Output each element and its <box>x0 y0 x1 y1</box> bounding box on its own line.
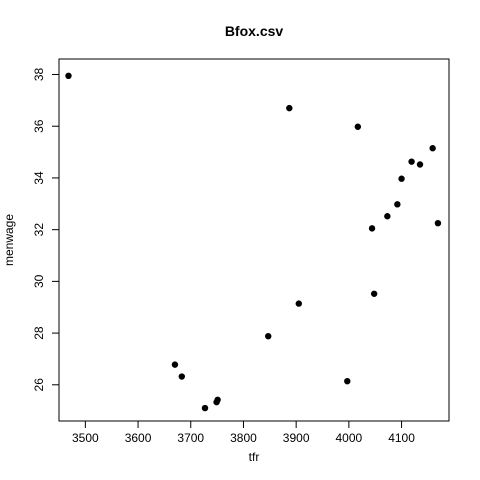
x-tick-label: 3800 <box>230 431 257 445</box>
data-point <box>354 123 362 130</box>
data-point <box>171 361 179 368</box>
data-points <box>65 72 442 412</box>
y-axis: 26 28 30 32 34 36 38 <box>32 68 59 392</box>
plot-frame <box>58 58 450 422</box>
data-point <box>416 161 424 168</box>
data-point <box>408 158 415 165</box>
y-tick-label: 38 <box>32 68 46 82</box>
data-point <box>398 175 405 182</box>
data-point <box>434 219 442 227</box>
y-tick-label: 34 <box>32 171 46 185</box>
data-point <box>213 398 220 406</box>
x-tick-label: 3600 <box>125 431 152 445</box>
data-point <box>201 404 209 412</box>
data-point <box>384 213 391 220</box>
x-tick-label: 3900 <box>283 431 310 445</box>
y-tick-label: 26 <box>32 378 46 392</box>
data-point <box>265 332 272 340</box>
data-point <box>295 300 302 307</box>
data-point <box>344 377 351 385</box>
x-axis: 3500 3600 3700 3800 3900 4000 4100 <box>72 421 415 445</box>
x-tick-label: 3500 <box>72 431 99 445</box>
data-point <box>368 225 376 232</box>
x-tick-label: 4000 <box>336 431 363 445</box>
y-axis-label: menwage <box>2 214 16 266</box>
data-point <box>429 145 436 152</box>
data-point <box>370 290 378 297</box>
data-point <box>286 104 293 112</box>
y-tick-label: 36 <box>32 119 46 133</box>
y-tick-label: 30 <box>32 274 46 288</box>
x-tick-label: 4100 <box>388 431 415 445</box>
data-point <box>394 201 401 208</box>
data-point <box>178 373 185 380</box>
x-tick-label: 3700 <box>177 431 204 445</box>
chart-title: Bfox.csv <box>225 23 284 39</box>
y-tick-label: 28 <box>32 326 46 340</box>
data-point <box>65 72 72 80</box>
y-tick-label: 32 <box>32 223 46 237</box>
x-axis-label: tfr <box>249 450 260 464</box>
